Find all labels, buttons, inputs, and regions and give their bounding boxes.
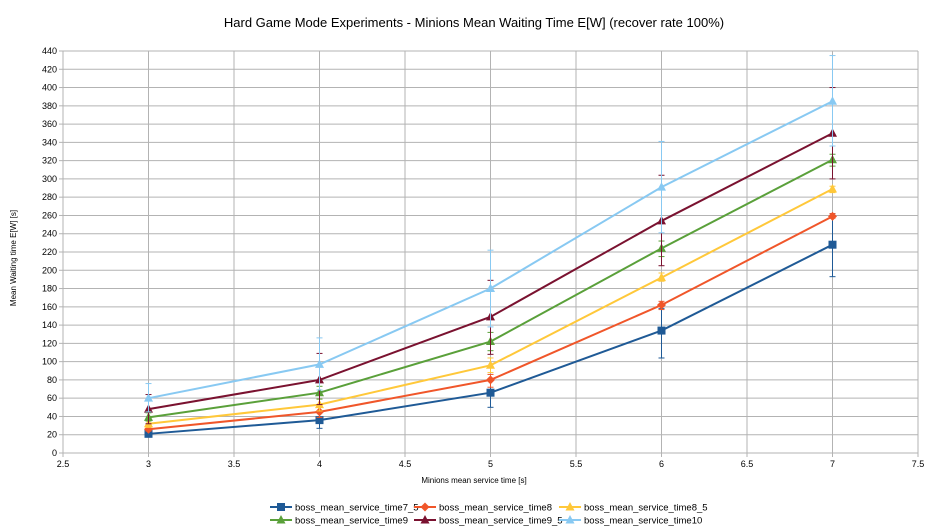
y-tick-label: 380 — [42, 101, 57, 111]
y-tick-label: 240 — [42, 229, 57, 239]
series-boss_mean_service_time7_5 — [144, 213, 837, 438]
axes: 0 20 40 60 80 100 120 140 160 180 200 220 240 260 280 3… — [42, 46, 924, 469]
y-tick-label: 0 — [52, 448, 57, 458]
marker-triangle — [315, 359, 324, 368]
legend-label: boss_mean_service_time9_5 — [439, 516, 563, 527]
grid — [62, 50, 919, 454]
legend-item: boss_mean_service_time8_5 — [559, 502, 708, 514]
y-tick-label: 180 — [42, 284, 57, 294]
marker-diamond — [486, 375, 495, 385]
legend-label: boss_mean_service_time7_5 — [295, 503, 419, 514]
marker-diamond — [315, 407, 324, 417]
marker-diamond — [828, 211, 837, 221]
legend-label: boss_mean_service_time8 — [439, 503, 552, 514]
marker-triangle — [828, 183, 837, 193]
y-tick-label: 160 — [42, 302, 57, 312]
legend-label: boss_mean_service_time10 — [584, 516, 702, 527]
y-tick-label: 320 — [42, 156, 57, 166]
x-tick-label: 7 — [830, 459, 835, 469]
y-tick-label: 40 — [47, 411, 57, 421]
series-boss_mean_service_time8 — [144, 211, 837, 434]
x-tick-label: 6.5 — [741, 459, 754, 469]
legend-label: boss_mean_service_time8_5 — [584, 503, 708, 514]
y-tick-label: 360 — [42, 119, 57, 129]
y-tick-label: 200 — [42, 265, 57, 275]
y-tick-label: 60 — [47, 393, 57, 403]
y-tick-label: 300 — [42, 174, 57, 184]
y-tick-label: 400 — [42, 83, 57, 93]
marker-triangle — [828, 96, 837, 105]
marker-square — [315, 416, 324, 425]
marker-triangle — [420, 515, 430, 524]
x-axis-label: Minions mean service time [s] — [421, 476, 526, 485]
x-tick-label: 5.5 — [570, 459, 583, 469]
y-tick-label: 140 — [42, 320, 57, 330]
y-tick-label: 420 — [42, 64, 57, 74]
y-tick-label: 220 — [42, 247, 57, 257]
x-tick-label: 6 — [659, 459, 664, 469]
marker-square — [828, 240, 837, 249]
legend: boss_mean_service_time7_5 boss_mean_servi… — [270, 502, 708, 527]
marker-square — [657, 326, 666, 335]
plot-area — [144, 55, 837, 438]
legend-label: boss_mean_service_time9 — [295, 516, 408, 527]
marker-triangle — [565, 502, 575, 511]
marker-triangle — [144, 393, 153, 402]
x-tick-label: 3 — [146, 459, 151, 469]
series-boss_mean_service_time10 — [144, 55, 837, 413]
x-tick-label: 3.5 — [228, 459, 241, 469]
y-tick-label: 440 — [42, 46, 57, 56]
y-axis-label: Mean Waiting time E[W] [s] — [9, 210, 18, 306]
chart-title: Hard Game Mode Experiments - Minions Mea… — [224, 15, 724, 30]
marker-triangle — [486, 283, 495, 293]
y-tick-label: 340 — [42, 137, 57, 147]
marker-triangle — [276, 515, 286, 524]
legend-item: boss_mean_service_time9 — [270, 515, 408, 527]
marker-triangle — [565, 515, 575, 524]
x-tick-label: 2.5 — [57, 459, 70, 469]
y-tick-label: 20 — [47, 430, 57, 440]
x-tick-label: 4 — [317, 459, 322, 469]
y-tick-label: 120 — [42, 338, 57, 348]
legend-item: boss_mean_service_time8 — [414, 502, 552, 514]
marker-triangle — [657, 272, 666, 282]
legend-item: boss_mean_service_time7_5 — [270, 503, 419, 514]
y-tick-label: 280 — [42, 192, 57, 202]
y-tick-label: 260 — [42, 210, 57, 220]
y-tick-label: 80 — [47, 375, 57, 385]
x-tick-label: 7.5 — [912, 459, 925, 469]
marker-diamond — [657, 300, 666, 310]
marker-triangle — [657, 182, 666, 191]
marker-diamond — [420, 502, 430, 512]
marker-square — [486, 388, 495, 397]
x-tick-label: 4.5 — [399, 459, 412, 469]
marker-square — [144, 429, 153, 438]
x-tick-label: 5 — [488, 459, 493, 469]
legend-item: boss_mean_service_time9_5 — [414, 515, 563, 527]
legend-item: boss_mean_service_time10 — [559, 515, 702, 527]
marker-triangle — [486, 360, 495, 369]
y-tick-label: 100 — [42, 357, 57, 367]
marker-square — [277, 503, 285, 511]
